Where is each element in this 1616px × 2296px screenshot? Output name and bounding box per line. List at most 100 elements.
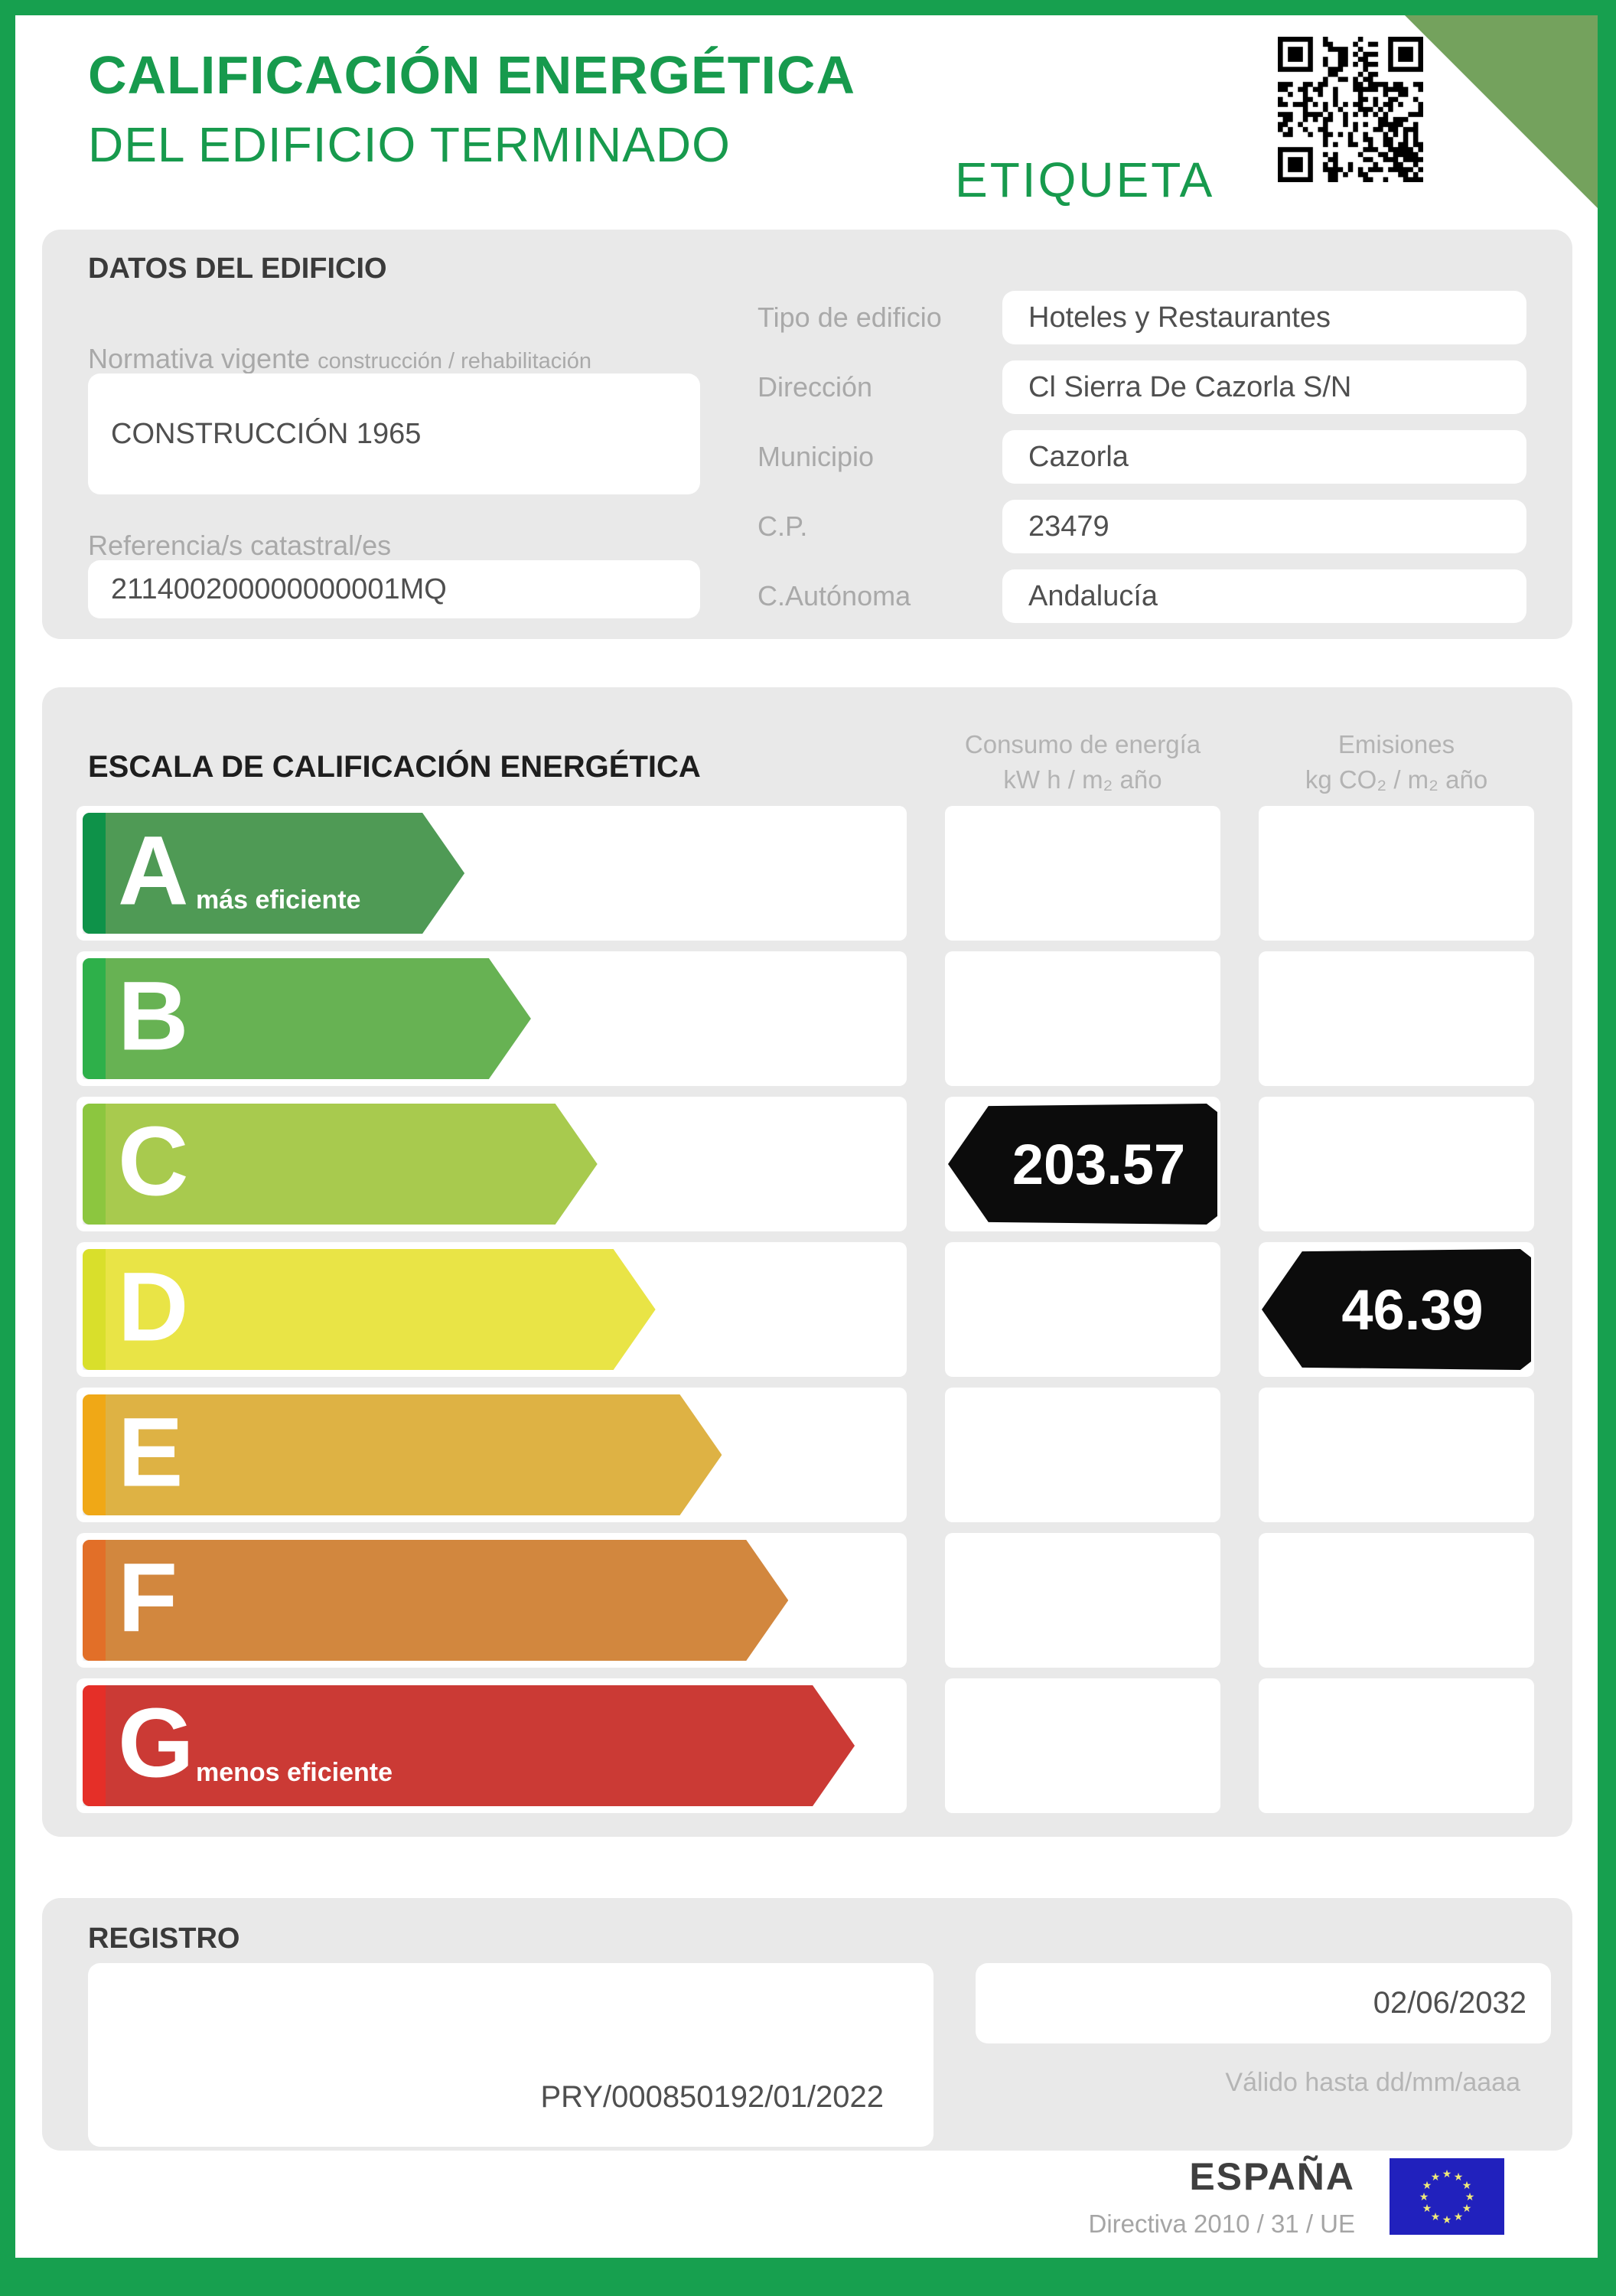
rating-letter-f: F: [118, 1543, 178, 1653]
eu-flag-icon: ★ ★ ★ ★ ★ ★ ★ ★ ★ ★ ★ ★: [1390, 2158, 1504, 2235]
registry-number: PRY/000850192/01/2022: [540, 2080, 884, 2114]
direccion-label: Dirección: [758, 371, 873, 403]
svg-text:★: ★: [1419, 2191, 1429, 2203]
consumption-header-line1: Consumo de energía: [964, 730, 1201, 758]
field-row-direccion: Dirección Cl Sierra De Cazorla S/N: [758, 360, 1526, 414]
field-row-cp: C.P. 23479: [758, 500, 1526, 553]
emissions-cell-e: [1259, 1388, 1534, 1522]
cp-label: C.P.: [758, 510, 808, 542]
emissions-cell-f: [1259, 1533, 1534, 1668]
bar-stripe-b: [83, 958, 106, 1079]
bar-cell-e: E: [77, 1388, 907, 1522]
qr-code: [1278, 37, 1423, 182]
normativa-label-sub: construcción / rehabilitación: [318, 349, 592, 373]
registry-number-box: PRY/000850192/01/2022: [88, 1963, 933, 2147]
tipo-value-box: Hoteles y Restaurantes: [1002, 291, 1526, 344]
consumption-cell-g: [945, 1678, 1220, 1813]
building-fields: Tipo de edificio Hoteles y Restaurantes …: [758, 291, 1526, 623]
bar-stripe-g: [83, 1685, 106, 1806]
field-row-cautonoma: C.Autónoma Andalucía: [758, 569, 1526, 623]
emissions-column-header: Emisiones kg CO₂ / m₂ año: [1259, 727, 1534, 797]
field-row-municipio: Municipio Cazorla: [758, 430, 1526, 484]
bar-stripe-c: [83, 1104, 106, 1225]
tipo-label: Tipo de edificio: [758, 302, 942, 333]
direccion-value: Cl Sierra De Cazorla S/N: [1028, 370, 1352, 403]
emissions-cell-g: [1259, 1678, 1534, 1813]
scale-section-title: ESCALA DE CALIFICACIÓN ENERGÉTICA: [88, 750, 701, 784]
emissions-header-line2: kg CO₂ / m₂ año: [1305, 765, 1488, 794]
rating-bar-b: B: [83, 958, 531, 1079]
normativa-label-main: Normativa vigente: [88, 343, 311, 374]
consumption-header-line2: kW h / m₂ año: [1003, 765, 1162, 794]
rating-letter-d: D: [118, 1252, 189, 1362]
svg-text:★: ★: [1442, 2214, 1452, 2226]
registry-section: REGISTRO PRY/000850192/01/2022 02/06/203…: [42, 1898, 1572, 2151]
bar-cell-g: G menos eficiente: [77, 1678, 907, 1813]
title-line1: CALIFICACIÓN ENERGÉTICA: [88, 45, 855, 105]
etiqueta-label: ETIQUETA: [955, 152, 1215, 207]
cautonoma-value: Andalucía: [1028, 579, 1158, 612]
footer: ESPAÑA Directiva 2010 / 31 / UE ★ ★ ★ ★ …: [1089, 2143, 1504, 2250]
emissions-value-badge: 46.39: [1262, 1249, 1531, 1370]
directive-reference: Directiva 2010 / 31 / UE: [1088, 2210, 1356, 2238]
bar-stripe-d: [83, 1249, 106, 1370]
bar-cell-a: A más eficiente: [77, 806, 907, 941]
tipo-value: Hoteles y Restaurantes: [1028, 301, 1331, 334]
page-title: CALIFICACIÓN ENERGÉTICA DEL EDIFICIO TER…: [88, 44, 855, 173]
svg-text:★: ★: [1462, 2203, 1472, 2215]
building-data-section: DATOS DEL EDIFICIO Normativa vigente con…: [42, 230, 1572, 639]
rating-letter-a: A: [118, 816, 189, 926]
cp-value-box: 23479: [1002, 500, 1526, 553]
certificate-body: CALIFICACIÓN ENERGÉTICA DEL EDIFICIO TER…: [15, 15, 1598, 2258]
rating-bar-f: F: [83, 1540, 788, 1661]
rating-letter-g: G: [118, 1688, 194, 1799]
emissions-header-line1: Emisiones: [1337, 730, 1455, 758]
bar-stripe-a: [83, 813, 106, 934]
rating-note-g: menos eficiente: [196, 1758, 393, 1787]
consumption-cell-c: 203.57: [945, 1097, 1220, 1231]
consumption-cell-f: [945, 1533, 1220, 1668]
normativa-value: CONSTRUCCIÓN 1965: [111, 417, 422, 450]
consumption-value: 203.57: [1012, 1132, 1186, 1196]
catastral-label: Referencia/s catastral/es: [88, 530, 392, 561]
building-section-title: DATOS DEL EDIFICIO: [88, 253, 387, 285]
municipio-label: Municipio: [758, 441, 875, 472]
rating-row-a: A más eficiente: [77, 806, 1534, 941]
registry-section-title: REGISTRO: [88, 1923, 240, 1955]
rating-row-b: B: [77, 951, 1534, 1086]
valid-until-label: Válido hasta dd/mm/aaaa: [1225, 2068, 1520, 2097]
corner-fold-decoration: [1405, 15, 1598, 208]
rating-bar-d: D: [83, 1249, 656, 1370]
emissions-cell-a: [1259, 806, 1534, 941]
svg-text:★: ★: [1442, 2168, 1452, 2180]
consumption-cell-d: [945, 1242, 1220, 1377]
cautonoma-value-box: Andalucía: [1002, 569, 1526, 623]
emissions-cell-c: [1259, 1097, 1534, 1231]
municipio-value: Cazorla: [1028, 440, 1129, 473]
rating-letter-e: E: [118, 1397, 184, 1508]
country-block: ESPAÑA Directiva 2010 / 31 / UE: [1089, 2154, 1356, 2239]
valid-until-box: 02/06/2032: [976, 1963, 1551, 2043]
valid-until-date: 02/06/2032: [1373, 1986, 1526, 2020]
svg-text:★: ★: [1422, 2180, 1432, 2192]
field-row-tipo: Tipo de edificio Hoteles y Restaurantes: [758, 291, 1526, 344]
consumption-cell-b: [945, 951, 1220, 1086]
rating-scale-section: ESCALA DE CALIFICACIÓN ENERGÉTICA Consum…: [42, 687, 1572, 1837]
title-line2: DEL EDIFICIO TERMINADO: [88, 117, 731, 172]
rating-row-e: E: [77, 1388, 1534, 1522]
rating-rows: A más eficiente B: [77, 806, 1534, 1824]
catastral-value: 211400200000000001MQ: [111, 572, 447, 605]
rating-letter-b: B: [118, 961, 189, 1071]
svg-text:★: ★: [1462, 2180, 1472, 2192]
bar-cell-d: D: [77, 1242, 907, 1377]
rating-bar-e: E: [83, 1394, 722, 1515]
direccion-value-box: Cl Sierra De Cazorla S/N: [1002, 360, 1526, 414]
svg-text:★: ★: [1431, 2211, 1441, 2223]
svg-text:★: ★: [1431, 2171, 1441, 2183]
emissions-cell-d: 46.39: [1259, 1242, 1534, 1377]
normativa-value-box: CONSTRUCCIÓN 1965: [88, 373, 700, 494]
rating-row-c: C 203.57: [77, 1097, 1534, 1231]
catastral-value-box: 211400200000000001MQ: [88, 560, 700, 618]
rating-bar-a: A más eficiente: [83, 813, 464, 934]
consumption-cell-e: [945, 1388, 1220, 1522]
